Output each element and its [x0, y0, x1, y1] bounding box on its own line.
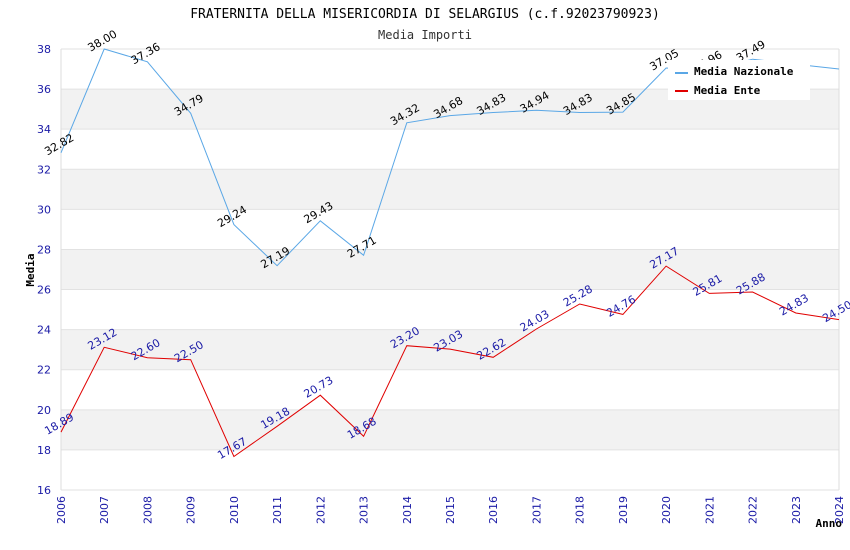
- legend-background: [668, 60, 810, 100]
- x-tick-label: 2019: [617, 496, 630, 524]
- x-tick-label: 2006: [55, 496, 68, 524]
- y-tick-label: 28: [37, 243, 51, 256]
- y-tick-label: 18: [37, 444, 51, 457]
- x-tick-label: 2023: [790, 496, 803, 524]
- grid-band: [61, 169, 839, 210]
- y-tick-label: 34: [37, 123, 51, 136]
- y-tick-label: 22: [37, 364, 51, 377]
- x-tick-label: 2009: [185, 496, 198, 524]
- x-axis-title: Anno: [816, 517, 843, 530]
- legend: Media Nazionale Media Ente: [668, 60, 810, 100]
- x-tick-label: 2007: [98, 496, 111, 524]
- y-tick-label: 16: [37, 484, 51, 497]
- x-tick-label: 2017: [530, 496, 543, 524]
- x-tick-label: 2015: [444, 496, 457, 524]
- chart-title: FRATERNITA DELLA MISERICORDIA DI SELARGI…: [190, 7, 660, 22]
- x-tick-label: 2012: [314, 496, 327, 524]
- y-axis-ticks: 16 18 20 22 24 26 28 30 32 34 36 38: [37, 43, 51, 497]
- x-tick-label: 2011: [271, 496, 284, 524]
- x-tick-label: 2021: [703, 496, 716, 524]
- x-tick-label: 2020: [660, 496, 673, 524]
- grid-band: [61, 209, 839, 250]
- series-line-media-ente: [60, 265, 840, 458]
- y-tick-label: 30: [37, 203, 51, 216]
- y-tick-label: 38: [37, 43, 51, 56]
- x-tick-label: 2024: [833, 496, 846, 524]
- grid-band: [61, 369, 839, 410]
- x-tick-label: 2022: [747, 496, 760, 524]
- grid-band: [61, 249, 839, 290]
- x-tick-label: 2008: [141, 496, 154, 524]
- legend-label-media-ente: Media Ente: [694, 84, 761, 97]
- x-tick-label: 2014: [401, 496, 414, 524]
- x-tick-label: 2013: [358, 496, 371, 524]
- x-tick-label: 2016: [487, 496, 500, 524]
- y-tick-label: 20: [37, 404, 51, 417]
- grid-band: [61, 289, 839, 330]
- grid-band: [61, 329, 839, 370]
- grid-band: [61, 409, 839, 450]
- grid-bands: [60, 48, 840, 491]
- x-axis-ticks: 2006 2007 2008 2009 2010 2011 2012 2013 2014 2015…: [55, 496, 846, 524]
- y-tick-label: 32: [37, 163, 51, 176]
- y-tick-label: 26: [37, 284, 51, 297]
- x-tick-label: 2018: [574, 496, 587, 524]
- x-tick-label: 2010: [228, 496, 241, 524]
- chart-subtitle: Media Importi: [378, 28, 472, 42]
- grid-band: [61, 449, 839, 490]
- legend-label-media-nazionale: Media Nazionale: [694, 65, 794, 78]
- grid-band: [61, 129, 839, 170]
- y-tick-label: 24: [37, 324, 51, 337]
- y-tick-label: 36: [37, 83, 51, 96]
- y-axis-title: Media: [24, 253, 37, 286]
